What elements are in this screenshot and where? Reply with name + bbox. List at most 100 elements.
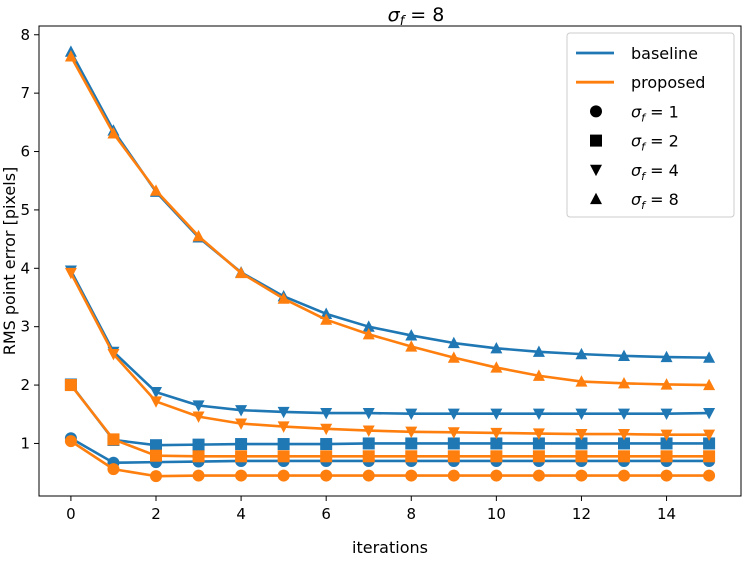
y-axis: 1 2 3 4 5 6 7 8	[20, 26, 39, 452]
data-point-baseline-f-8-13	[618, 349, 630, 361]
data-point-proposed-f-4-13	[618, 429, 630, 441]
data-point-proposed-f-1-9	[447, 469, 460, 482]
y-axis-label: RMS point error [pixels]	[0, 167, 19, 356]
plot-frame	[38, 25, 742, 497]
data-point-proposed-f-8-11	[532, 369, 545, 381]
data-point-proposed-f-4-3	[192, 411, 205, 423]
data-point-proposed-f-1-15	[703, 469, 716, 482]
data-point-proposed-f-2-7	[362, 450, 375, 463]
series-proposed-f-1	[64, 435, 716, 483]
series-line-proposed-f-8	[69, 55, 711, 387]
data-point-baseline-f-2-4	[235, 438, 248, 451]
legend-entry-baseline-label: baseline	[631, 44, 698, 63]
data-point-baseline-f-4-14	[660, 408, 673, 420]
x-axis-label: iterations	[352, 538, 428, 557]
data-point-baseline-f-4-12	[575, 408, 588, 420]
data-point-proposed-f-1-1	[107, 463, 120, 476]
data-point-baseline-f-2-12	[575, 437, 588, 450]
data-point-proposed-f-2-5	[277, 450, 290, 463]
x-tick-label-10: 10	[487, 505, 506, 523]
data-point-baseline-f-2-9	[447, 437, 460, 450]
y-tick-label-2: 2	[20, 376, 30, 394]
x-tick-label-4: 4	[236, 505, 246, 523]
data-point-proposed-f-8-1	[107, 127, 120, 139]
data-point-baseline-f-8-9	[447, 336, 460, 349]
data-point-proposed-f-2-3	[192, 450, 205, 463]
data-point-proposed-f-1-14	[660, 469, 673, 482]
data-point-proposed-f-4-12	[575, 429, 588, 441]
data-point-baseline-f-8-14	[660, 350, 673, 363]
data-point-proposed-f-8-0	[64, 50, 77, 62]
series-line-proposed-f-2	[69, 383, 711, 458]
data-point-proposed-f-2-0	[64, 379, 77, 392]
data-point-proposed-f-1-0	[64, 435, 77, 448]
data-point-baseline-f-2-6	[320, 438, 333, 451]
data-point-proposed-f-1-8	[405, 469, 418, 482]
x-tick-label-12: 12	[572, 505, 591, 523]
data-point-proposed-f-8-10	[490, 361, 503, 373]
legend-entry-f-1: σf = 1	[590, 102, 679, 124]
legend-entry-baseline: baseline	[576, 44, 698, 63]
data-point-proposed-f-1-11	[532, 469, 545, 482]
legend-entry-f-2-marker	[590, 134, 602, 147]
x-tick-label-14: 14	[657, 505, 676, 523]
data-point-proposed-f-4-2	[150, 396, 162, 408]
data-point-proposed-f-4-15	[703, 429, 716, 441]
legend-entry-f-4-label: σf = 4	[631, 161, 679, 183]
series-line-baseline-f-2	[69, 383, 711, 447]
data-point-proposed-f-8-13	[618, 377, 630, 389]
data-point-proposed-f-4-6	[320, 423, 333, 436]
data-point-proposed-f-8-9	[447, 351, 460, 363]
data-point-proposed-f-2-14	[660, 450, 673, 463]
data-point-baseline-f-4-9	[447, 408, 460, 420]
data-point-proposed-f-1-13	[618, 469, 630, 482]
data-point-proposed-f-4-0	[64, 267, 77, 280]
data-point-baseline-f-2-7	[362, 437, 375, 450]
x-tick-label-8: 8	[406, 505, 416, 523]
data-point-baseline-f-2-13	[618, 437, 630, 450]
y-tick-label-5: 5	[20, 201, 30, 219]
data-point-proposed-f-1-2	[150, 470, 162, 483]
data-point-baseline-f-2-10	[490, 437, 503, 450]
data-point-proposed-f-2-8	[405, 450, 418, 463]
data-point-baseline-f-2-8	[405, 437, 418, 450]
y-tick-label-3: 3	[20, 318, 30, 336]
data-point-proposed-f-4-8	[405, 426, 418, 439]
series-baseline-f-2	[64, 378, 716, 452]
x-tick-label-0: 0	[66, 505, 76, 523]
data-point-baseline-f-4-7	[362, 407, 375, 420]
legend-entry-f-4: σf = 4	[590, 161, 679, 183]
data-point-proposed-f-8-14	[660, 378, 673, 390]
data-point-proposed-f-8-2	[150, 184, 162, 196]
data-point-proposed-f-1-4	[235, 469, 248, 482]
legend-entry-proposed: proposed	[576, 73, 705, 92]
series-layer	[64, 45, 716, 483]
data-point-baseline-f-2-15	[703, 437, 716, 450]
data-point-baseline-f-4-15	[703, 407, 716, 420]
data-point-proposed-f-2-12	[575, 450, 588, 463]
data-point-baseline-f-4-11	[532, 408, 545, 420]
data-point-proposed-f-4-14	[660, 429, 673, 441]
data-point-proposed-f-2-13	[618, 450, 630, 463]
data-point-proposed-f-4-11	[532, 428, 545, 440]
data-point-baseline-f-4-8	[405, 408, 418, 420]
legend-items: baseline proposed σf = 1 σf = 2 σf = 4 σf = 8	[576, 44, 705, 212]
data-point-proposed-f-1-3	[192, 469, 205, 482]
data-point-baseline-f-2-2	[150, 439, 162, 452]
data-point-baseline-f-4-10	[490, 408, 503, 420]
y-tick-label-4: 4	[20, 259, 30, 277]
legend-entry-f-8-label: σf = 8	[631, 190, 679, 212]
data-point-proposed-f-1-10	[490, 469, 503, 482]
data-point-proposed-f-2-4	[235, 450, 248, 463]
data-point-proposed-f-1-12	[575, 469, 588, 482]
data-point-baseline-f-2-5	[277, 438, 290, 451]
data-point-proposed-f-8-3	[192, 229, 205, 242]
data-point-baseline-f-2-11	[532, 437, 545, 450]
legend-entry-f-8: σf = 8	[590, 190, 679, 212]
x-tick-label-2: 2	[151, 505, 161, 523]
data-point-proposed-f-2-1	[107, 433, 120, 446]
data-point-baseline-f-4-6	[320, 407, 333, 420]
data-point-proposed-f-2-9	[447, 450, 460, 463]
